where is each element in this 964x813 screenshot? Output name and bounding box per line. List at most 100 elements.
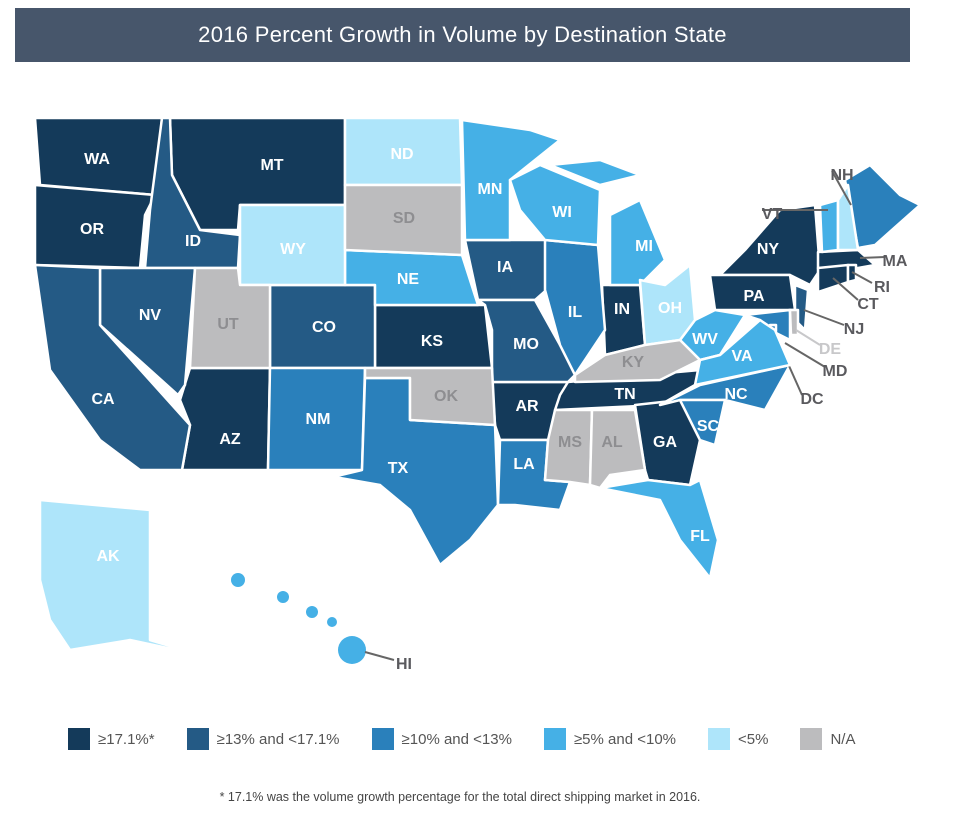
legend-label: ≥13% and <17.1% — [216, 730, 340, 748]
legend-item: <5% — [708, 728, 768, 750]
state-shape — [463, 238, 554, 302]
legend-label: ≥17.1%* — [98, 730, 155, 748]
state-wy: WY — [238, 203, 347, 287]
state-label: WV — [692, 331, 718, 348]
state-label: SD — [393, 210, 415, 227]
state-sc: SC — [678, 398, 727, 447]
island-shape — [338, 636, 366, 664]
state-ky: KY — [573, 338, 702, 384]
legend-label: <5% — [738, 730, 769, 748]
state-mo: MO — [476, 298, 577, 384]
state-shape — [600, 283, 647, 357]
state-fl: FL — [598, 478, 720, 580]
state-label: NH — [830, 167, 853, 184]
state-ca: CA — [33, 263, 192, 472]
leader-line — [859, 256, 886, 259]
state-ks: KS — [373, 303, 494, 370]
state-label: KY — [622, 354, 645, 371]
state-ia: IA — [463, 238, 554, 302]
state-nd: ND — [343, 116, 464, 187]
state-ok: OK — [363, 366, 497, 427]
state-ny: NY — [718, 203, 822, 287]
state-in: IN — [600, 283, 647, 357]
state-label: AK — [96, 548, 120, 565]
leader-line — [795, 329, 821, 346]
state-label: GA — [653, 434, 677, 451]
state-label: VT — [762, 206, 783, 223]
state-ms: MS — [543, 408, 594, 487]
state-label: OR — [80, 221, 104, 238]
state-shape — [548, 158, 642, 187]
leader-line — [803, 309, 845, 326]
state-shape — [188, 266, 272, 370]
state-shape — [178, 366, 272, 472]
state-label: DE — [819, 341, 842, 358]
state-label: AZ — [219, 431, 241, 448]
title-bar: 2016 Percent Growth in Volume by Destina… — [15, 8, 910, 62]
state-label: VA — [731, 348, 752, 365]
state-shape — [588, 408, 647, 490]
state-ri: RI — [846, 263, 890, 296]
state-label: RI — [874, 279, 890, 296]
state-shape — [33, 263, 192, 472]
state-label: MS — [558, 434, 582, 451]
legend-item: ≥10% and <13% — [371, 728, 512, 750]
state-label: AL — [601, 434, 623, 451]
state-label: AR — [515, 398, 539, 415]
state-shape — [818, 198, 840, 254]
state-label: WA — [84, 151, 110, 168]
state-pa: PA — [708, 273, 797, 312]
state-shape — [608, 198, 667, 287]
legend-item: ≥13% and <17.1% — [186, 728, 340, 750]
legend: ≥17.1%* ≥13% and <17.1% ≥10% and <13% ≥5% a… — [68, 728, 887, 750]
legend-item: ≥17.1%* — [68, 728, 155, 750]
state-al: AL — [588, 408, 647, 490]
legend-label: ≥5% and <10% — [573, 730, 676, 748]
legend-swatch — [186, 728, 209, 750]
state-label: NM — [306, 411, 331, 428]
state-label: HI — [396, 656, 412, 673]
state-label: PA — [743, 288, 764, 305]
legend-swatch — [68, 728, 90, 750]
state-ak: AK — [38, 498, 202, 657]
state-nj: NJ — [793, 283, 864, 338]
map-title: 2016 Percent Growth in Volume by Destina… — [198, 22, 727, 47]
legend-swatch — [708, 728, 730, 750]
state-nm: NM — [266, 366, 367, 472]
state-hi: HI — [231, 573, 412, 673]
state-shape — [836, 183, 860, 252]
state-label: TN — [614, 386, 635, 403]
state-nh: NH — [830, 167, 860, 252]
state-shape — [573, 338, 702, 384]
state-shape — [238, 203, 347, 287]
state-label: MD — [823, 363, 848, 380]
state-co: CO — [268, 283, 377, 370]
state-label: NY — [757, 241, 780, 258]
state-label: IL — [568, 304, 582, 321]
state-label: SC — [697, 418, 720, 435]
state-label: TX — [388, 460, 409, 477]
island-shape — [277, 591, 289, 603]
island-shape — [306, 606, 318, 618]
leader-line — [784, 342, 826, 368]
legend-swatch — [371, 728, 394, 750]
state-label: NV — [139, 307, 162, 324]
state-shape — [38, 498, 202, 657]
island-shape — [327, 617, 337, 627]
state-shape — [846, 263, 858, 284]
state-label: DC — [800, 391, 824, 408]
state-label: FL — [690, 528, 710, 545]
state-label: NE — [397, 271, 420, 288]
state-shape — [718, 203, 822, 287]
state-shape — [343, 183, 464, 257]
state-label: UT — [217, 316, 239, 333]
legend-swatch — [800, 728, 823, 750]
state-label: ND — [390, 146, 413, 163]
state-label: WY — [280, 241, 306, 258]
state-shape — [788, 308, 800, 337]
state-mi: MI — [548, 158, 667, 287]
state-label: LA — [513, 456, 535, 473]
state-or: OR — [33, 183, 157, 270]
state-label: KS — [421, 333, 444, 350]
